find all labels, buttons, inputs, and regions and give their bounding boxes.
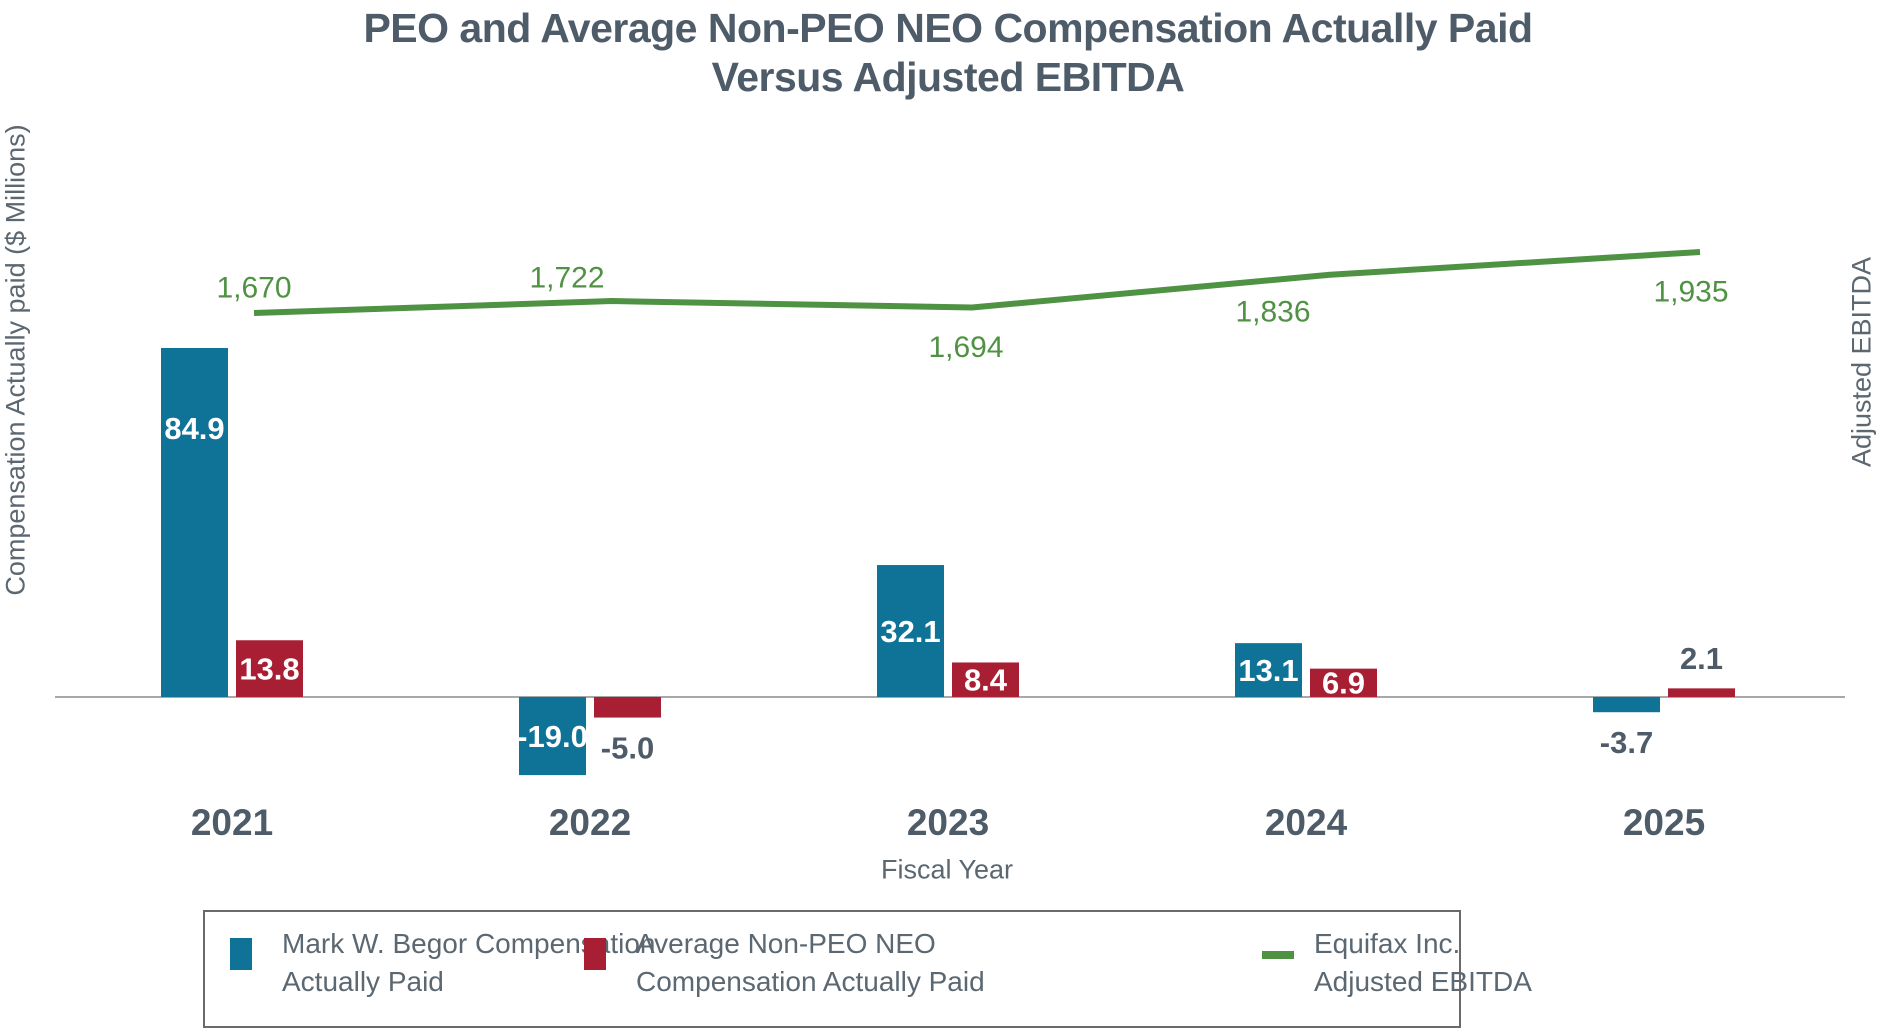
chart-legend: Mark W. Begor Compensation Actually Paid…: [203, 910, 1532, 1028]
bar-neo-2025: [1668, 688, 1735, 697]
bar-label-peo-2025: -3.7: [1600, 725, 1653, 760]
bar-neo-2024: [1310, 668, 1377, 697]
bar-peo-2022: [519, 697, 586, 776]
year-label-2023: 2023: [907, 802, 989, 843]
ebitda-line-swatch-icon: [1262, 951, 1294, 959]
legend-neo-line2: Compensation Actually Paid: [636, 966, 985, 997]
bar-peo-2023: [877, 565, 944, 697]
ebitda-label-2024: 1,836: [1235, 295, 1310, 328]
bar-label-neo-2024: 6.9: [1322, 666, 1365, 701]
bar-peo-2025: [1593, 697, 1660, 713]
chart-title-line1: PEO and Average Non-PEO NEO Compensation…: [363, 5, 1533, 51]
year-label-2025: 2025: [1623, 802, 1705, 843]
bar-label-neo-2022: -5.0: [601, 730, 654, 765]
year-label-2022: 2022: [549, 802, 631, 843]
bar-label-peo-2021: 84.9: [164, 411, 224, 446]
chart-title-line2: Versus Adjusted EBITDA: [711, 54, 1185, 100]
legend-neo-line1: Average Non-PEO NEO: [636, 928, 936, 959]
ebitda-line: [253, 249, 1701, 316]
bar-neo-2022: [594, 697, 661, 718]
bar-peo-2024: [1235, 643, 1302, 697]
bar-neo-2021: [236, 640, 303, 697]
neo-bar-swatch-icon: [584, 938, 606, 970]
ebitda-label-2022: 1,722: [529, 262, 604, 295]
bar-label-peo-2024: 13.1: [1238, 653, 1298, 688]
x-axis-title: Fiscal Year: [880, 854, 1014, 885]
bar-label-peo-2023: 32.1: [880, 614, 940, 649]
legend-ebitda-line2: Adjusted EBITDA: [1314, 966, 1532, 997]
peo-bar-swatch-icon: [230, 938, 252, 970]
ebitda-label-2023: 1,694: [928, 331, 1003, 364]
ebitda-label-2021: 1,670: [216, 272, 291, 305]
chart-title: PEO and Average Non-PEO NEO Compensation…: [0, 4, 1896, 102]
bar-label-peo-2022: -19.0: [517, 719, 588, 754]
ebitda-label-2025: 1,935: [1653, 275, 1728, 308]
bar-label-neo-2023: 8.4: [964, 663, 1008, 698]
bar-peo-2021: [161, 347, 228, 697]
legend-peo-line2: Actually Paid: [282, 966, 444, 997]
year-label-2024: 2024: [1265, 802, 1348, 843]
bar-neo-2023: [952, 662, 1019, 697]
bar-label-neo-2021: 13.8: [239, 651, 299, 686]
bar-label-neo-2025: 2.1: [1680, 641, 1723, 676]
legend-ebitda-line1: Equifax Inc.: [1314, 928, 1461, 959]
year-label-2021: 2021: [191, 802, 273, 843]
